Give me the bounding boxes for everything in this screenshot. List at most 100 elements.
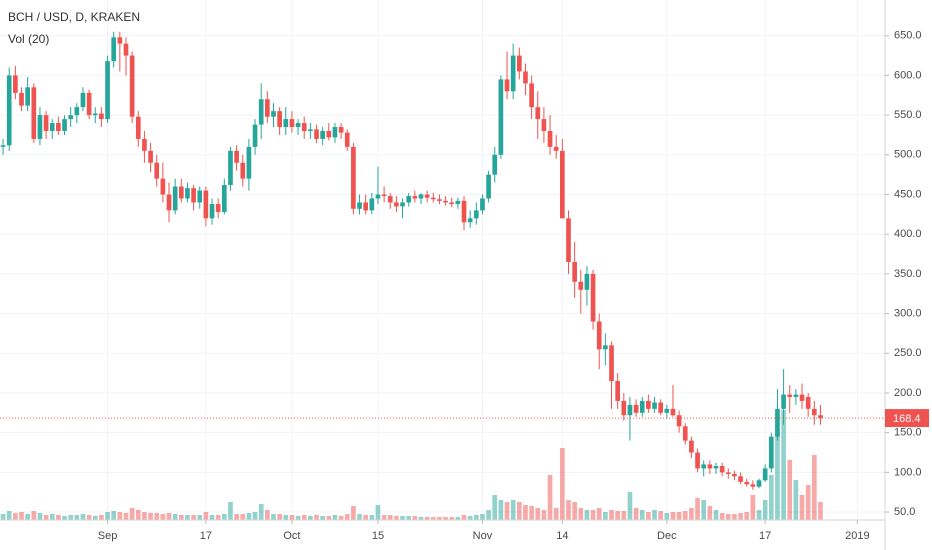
volume-bar bbox=[252, 512, 258, 520]
volume-bar bbox=[43, 515, 49, 520]
volume-bar bbox=[689, 508, 694, 520]
volume-bar bbox=[744, 512, 750, 520]
candle-body bbox=[197, 190, 203, 203]
candle-body bbox=[86, 92, 92, 116]
candle-body bbox=[707, 464, 713, 469]
last-price-box bbox=[885, 409, 929, 428]
candle-body bbox=[142, 138, 147, 151]
x-tick-label: Sep bbox=[98, 530, 118, 542]
volume-label: Vol (20) bbox=[8, 32, 49, 46]
candle-body bbox=[695, 452, 700, 469]
volume-bar bbox=[117, 512, 123, 520]
volume-bar bbox=[799, 495, 805, 520]
y-tick-label: 550.0 bbox=[894, 109, 922, 121]
volume-bar bbox=[682, 511, 688, 520]
candle-body bbox=[467, 218, 473, 223]
y-tick-label: 650.0 bbox=[894, 30, 922, 42]
volume-bar bbox=[572, 502, 577, 520]
volume-bar bbox=[461, 515, 467, 520]
candle-body bbox=[596, 321, 602, 350]
volume-bar bbox=[811, 455, 817, 520]
candle-body bbox=[553, 146, 559, 151]
volume-bar bbox=[135, 510, 141, 520]
x-tick-label: Oct bbox=[283, 530, 300, 542]
volume-bar bbox=[566, 500, 571, 520]
candle-body bbox=[504, 79, 510, 92]
candle-body bbox=[461, 200, 467, 223]
candle-body bbox=[670, 408, 676, 416]
candle-body bbox=[80, 92, 86, 108]
volume-bar bbox=[412, 516, 418, 520]
volume-bar bbox=[178, 515, 184, 520]
volume-bar bbox=[351, 506, 356, 520]
candle-body bbox=[295, 123, 301, 128]
volume-bar bbox=[320, 516, 325, 520]
candle-body bbox=[394, 202, 399, 207]
candle-body bbox=[652, 402, 657, 409]
volume-bar bbox=[209, 515, 215, 520]
volume-bar bbox=[301, 515, 307, 520]
volume-bar bbox=[160, 514, 166, 520]
volume-bar bbox=[357, 514, 362, 520]
candle-body bbox=[0, 145, 6, 147]
volume-bar bbox=[609, 510, 614, 520]
candle-body bbox=[799, 394, 805, 401]
candle-body bbox=[412, 196, 418, 199]
volume-bar bbox=[480, 514, 485, 520]
volume-bar bbox=[387, 515, 393, 520]
volume-bar bbox=[283, 515, 289, 520]
candle-body bbox=[781, 394, 786, 409]
candle-body bbox=[363, 202, 369, 211]
volume-bar bbox=[62, 516, 67, 520]
candle-body bbox=[449, 202, 455, 205]
candle-body bbox=[178, 186, 184, 199]
y-tick-label: 450.0 bbox=[894, 188, 922, 200]
y-tick-label: 600.0 bbox=[894, 69, 922, 81]
candle-body bbox=[547, 130, 553, 147]
candle-body bbox=[646, 400, 651, 409]
candle-body bbox=[369, 198, 375, 211]
volume-bar bbox=[31, 511, 37, 520]
volume-bar bbox=[750, 495, 756, 520]
candle-body bbox=[351, 146, 356, 209]
candle-body bbox=[750, 484, 756, 487]
volume-bar bbox=[707, 506, 713, 520]
volume-bar bbox=[154, 513, 160, 520]
volume-bar bbox=[504, 502, 510, 520]
volume-bar bbox=[424, 517, 430, 520]
candle-body bbox=[609, 345, 614, 382]
volume-bar bbox=[215, 515, 221, 520]
candles bbox=[0, 31, 885, 490]
candle-body bbox=[615, 381, 620, 401]
volume-bar bbox=[25, 514, 30, 520]
candle-body bbox=[228, 150, 233, 185]
candle-body bbox=[308, 129, 313, 131]
volume-bar bbox=[560, 448, 565, 520]
candle-body bbox=[246, 146, 252, 179]
volume-bar bbox=[142, 512, 147, 520]
candle-body bbox=[381, 194, 387, 197]
y-tick-label: 300.0 bbox=[894, 307, 922, 319]
volume-bar bbox=[240, 514, 246, 520]
candle-body bbox=[105, 61, 110, 120]
candle-body bbox=[240, 162, 246, 179]
volume-bar bbox=[394, 516, 399, 520]
candle-body bbox=[701, 464, 707, 469]
candle-body bbox=[25, 87, 30, 106]
volume-bar bbox=[74, 515, 80, 520]
volume-bar bbox=[191, 515, 196, 520]
candle-body bbox=[314, 129, 319, 139]
y-tick-label: 100.0 bbox=[894, 466, 922, 478]
volume-bar bbox=[578, 508, 584, 520]
y-tick-label: 250.0 bbox=[894, 347, 922, 359]
candle-body bbox=[258, 99, 264, 125]
candle-body bbox=[492, 154, 498, 175]
candle-body bbox=[283, 119, 289, 128]
candle-body bbox=[37, 115, 43, 139]
volume-bar bbox=[676, 512, 682, 520]
volume-bar bbox=[646, 512, 651, 520]
volume-bar bbox=[37, 513, 43, 520]
candle-body bbox=[148, 150, 153, 163]
candle-body bbox=[535, 107, 541, 120]
